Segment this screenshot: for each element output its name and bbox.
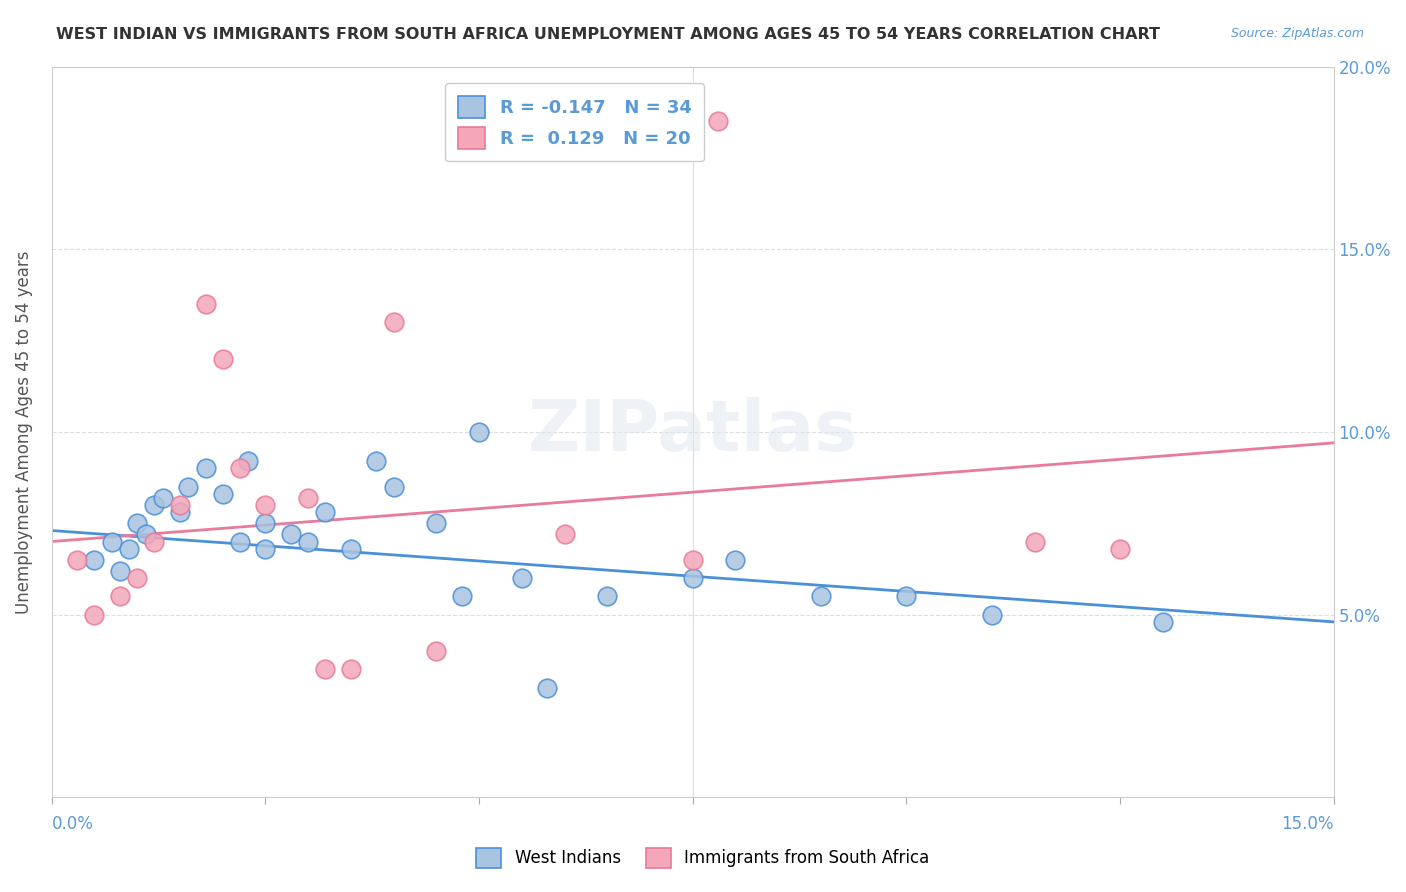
Point	[143, 534, 166, 549]
Point	[1152, 615, 1174, 629]
Text: ZIPatlas: ZIPatlas	[527, 398, 858, 467]
Point	[382, 480, 405, 494]
Point	[896, 590, 918, 604]
Text: 0.0%: 0.0%	[52, 815, 94, 833]
Point	[366, 454, 388, 468]
Point	[980, 607, 1002, 622]
Point	[425, 516, 447, 531]
Point	[169, 498, 191, 512]
Point	[425, 644, 447, 658]
Point	[280, 527, 302, 541]
Point	[340, 541, 363, 556]
Point	[229, 534, 252, 549]
Text: 15.0%: 15.0%	[1281, 815, 1334, 833]
Point	[314, 662, 336, 676]
Point	[1024, 534, 1046, 549]
Point	[682, 571, 704, 585]
Point	[177, 480, 200, 494]
Point	[108, 590, 131, 604]
Point	[596, 590, 619, 604]
Point	[194, 297, 217, 311]
Point	[238, 454, 260, 468]
Point	[229, 461, 252, 475]
Y-axis label: Unemployment Among Ages 45 to 54 years: Unemployment Among Ages 45 to 54 years	[15, 250, 32, 614]
Point	[254, 541, 277, 556]
Point	[254, 516, 277, 531]
Point	[108, 564, 131, 578]
Point	[143, 498, 166, 512]
Point	[135, 527, 157, 541]
Point	[724, 553, 747, 567]
Point	[66, 553, 89, 567]
Point	[211, 487, 233, 501]
Point	[297, 491, 319, 505]
Point	[127, 571, 149, 585]
Point	[810, 590, 832, 604]
Text: WEST INDIAN VS IMMIGRANTS FROM SOUTH AFRICA UNEMPLOYMENT AMONG AGES 45 TO 54 YEA: WEST INDIAN VS IMMIGRANTS FROM SOUTH AFR…	[56, 27, 1160, 42]
Point	[536, 681, 558, 695]
Point	[127, 516, 149, 531]
Point	[211, 351, 233, 366]
Point	[553, 527, 575, 541]
Point	[314, 505, 336, 519]
Point	[1109, 541, 1132, 556]
Point	[707, 114, 730, 128]
Point	[297, 534, 319, 549]
Point	[83, 553, 105, 567]
Point	[451, 590, 474, 604]
Legend: R = -0.147   N = 34, R =  0.129   N = 20: R = -0.147 N = 34, R = 0.129 N = 20	[446, 83, 704, 161]
Point	[152, 491, 174, 505]
Text: Source: ZipAtlas.com: Source: ZipAtlas.com	[1230, 27, 1364, 40]
Point	[340, 662, 363, 676]
Point	[510, 571, 533, 585]
Point	[254, 498, 277, 512]
Point	[682, 553, 704, 567]
Point	[100, 534, 122, 549]
Point	[382, 315, 405, 329]
Legend: West Indians, Immigrants from South Africa: West Indians, Immigrants from South Afri…	[470, 841, 936, 875]
Point	[83, 607, 105, 622]
Point	[468, 425, 491, 439]
Point	[194, 461, 217, 475]
Point	[118, 541, 141, 556]
Point	[169, 505, 191, 519]
